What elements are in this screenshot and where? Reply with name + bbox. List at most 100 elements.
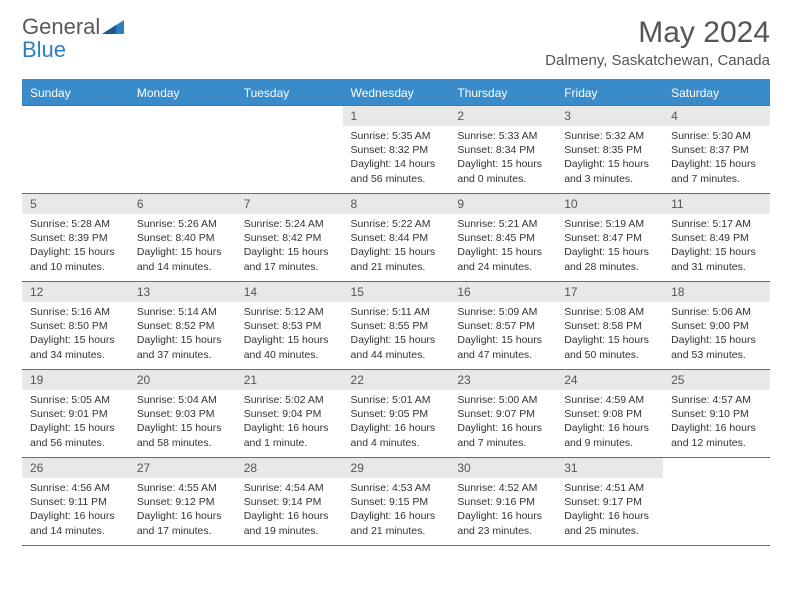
calendar-week-row: ......1Sunrise: 5:35 AMSunset: 8:32 PMDa… xyxy=(22,106,770,194)
calendar-day-cell: 21Sunrise: 5:02 AMSunset: 9:04 PMDayligh… xyxy=(236,370,343,458)
day-number: 20 xyxy=(129,370,236,390)
sunset-text: Sunset: 8:55 PM xyxy=(351,319,442,333)
day-number: 9 xyxy=(449,194,556,214)
sunset-text: Sunset: 9:05 PM xyxy=(351,407,442,421)
sunrise-text: Sunrise: 5:28 AM xyxy=(30,217,121,231)
day-number: 28 xyxy=(236,458,343,478)
sunrise-text: Sunrise: 5:19 AM xyxy=(564,217,655,231)
sunrise-text: Sunrise: 5:12 AM xyxy=(244,305,335,319)
calendar-day-cell: 14Sunrise: 5:12 AMSunset: 8:53 PMDayligh… xyxy=(236,282,343,370)
sunset-text: Sunset: 8:40 PM xyxy=(137,231,228,245)
calendar-day-cell: 25Sunrise: 4:57 AMSunset: 9:10 PMDayligh… xyxy=(663,370,770,458)
day-details: Sunrise: 5:11 AMSunset: 8:55 PMDaylight:… xyxy=(343,302,450,368)
day-details: Sunrise: 5:01 AMSunset: 9:05 PMDaylight:… xyxy=(343,390,450,456)
day-details: Sunrise: 5:21 AMSunset: 8:45 PMDaylight:… xyxy=(449,214,556,280)
day-number: 16 xyxy=(449,282,556,302)
sunset-text: Sunset: 8:45 PM xyxy=(457,231,548,245)
calendar-day-cell: 1Sunrise: 5:35 AMSunset: 8:32 PMDaylight… xyxy=(343,106,450,194)
sunrise-text: Sunrise: 5:09 AM xyxy=(457,305,548,319)
daylight-text: Daylight: 15 hours and 40 minutes. xyxy=(244,333,335,361)
sunset-text: Sunset: 9:08 PM xyxy=(564,407,655,421)
daylight-text: Daylight: 15 hours and 24 minutes. xyxy=(457,245,548,273)
daylight-text: Daylight: 15 hours and 50 minutes. xyxy=(564,333,655,361)
calendar-day-cell: 6Sunrise: 5:26 AMSunset: 8:40 PMDaylight… xyxy=(129,194,236,282)
calendar-day-cell: 3Sunrise: 5:32 AMSunset: 8:35 PMDaylight… xyxy=(556,106,663,194)
day-number: 12 xyxy=(22,282,129,302)
calendar-day-cell: 15Sunrise: 5:11 AMSunset: 8:55 PMDayligh… xyxy=(343,282,450,370)
weekday-header: Tuesday xyxy=(236,80,343,106)
calendar-day-cell: 4Sunrise: 5:30 AMSunset: 8:37 PMDaylight… xyxy=(663,106,770,194)
day-number: 2 xyxy=(449,106,556,126)
sunrise-text: Sunrise: 5:30 AM xyxy=(671,129,762,143)
day-details: Sunrise: 5:14 AMSunset: 8:52 PMDaylight:… xyxy=(129,302,236,368)
calendar-day-cell: 31Sunrise: 4:51 AMSunset: 9:17 PMDayligh… xyxy=(556,458,663,546)
sunset-text: Sunset: 9:04 PM xyxy=(244,407,335,421)
calendar-day-cell: 7Sunrise: 5:24 AMSunset: 8:42 PMDaylight… xyxy=(236,194,343,282)
sunrise-text: Sunrise: 5:32 AM xyxy=(564,129,655,143)
daylight-text: Daylight: 15 hours and 44 minutes. xyxy=(351,333,442,361)
calendar-day-cell: 30Sunrise: 4:52 AMSunset: 9:16 PMDayligh… xyxy=(449,458,556,546)
day-details: Sunrise: 5:30 AMSunset: 8:37 PMDaylight:… xyxy=(663,126,770,192)
sunrise-text: Sunrise: 4:51 AM xyxy=(564,481,655,495)
sunrise-text: Sunrise: 5:21 AM xyxy=(457,217,548,231)
location-text: Dalmeny, Saskatchewan, Canada xyxy=(545,52,770,69)
weekday-header-row: Sunday Monday Tuesday Wednesday Thursday… xyxy=(22,80,770,106)
brand-logo: General Blue xyxy=(22,16,124,62)
sunrise-text: Sunrise: 5:16 AM xyxy=(30,305,121,319)
calendar-day-cell: 9Sunrise: 5:21 AMSunset: 8:45 PMDaylight… xyxy=(449,194,556,282)
calendar-day-cell: 22Sunrise: 5:01 AMSunset: 9:05 PMDayligh… xyxy=(343,370,450,458)
daylight-text: Daylight: 15 hours and 3 minutes. xyxy=(564,157,655,185)
calendar-day-cell: 10Sunrise: 5:19 AMSunset: 8:47 PMDayligh… xyxy=(556,194,663,282)
daylight-text: Daylight: 15 hours and 28 minutes. xyxy=(564,245,655,273)
sunrise-text: Sunrise: 5:01 AM xyxy=(351,393,442,407)
day-number: 29 xyxy=(343,458,450,478)
weekday-header: Wednesday xyxy=(343,80,450,106)
calendar-week-row: 19Sunrise: 5:05 AMSunset: 9:01 PMDayligh… xyxy=(22,370,770,458)
day-details: Sunrise: 5:12 AMSunset: 8:53 PMDaylight:… xyxy=(236,302,343,368)
daylight-text: Daylight: 15 hours and 7 minutes. xyxy=(671,157,762,185)
day-details: Sunrise: 5:35 AMSunset: 8:32 PMDaylight:… xyxy=(343,126,450,192)
day-number: 30 xyxy=(449,458,556,478)
day-number: 23 xyxy=(449,370,556,390)
calendar-day-cell: 19Sunrise: 5:05 AMSunset: 9:01 PMDayligh… xyxy=(22,370,129,458)
sunrise-text: Sunrise: 5:35 AM xyxy=(351,129,442,143)
sunset-text: Sunset: 8:49 PM xyxy=(671,231,762,245)
day-details: Sunrise: 4:51 AMSunset: 9:17 PMDaylight:… xyxy=(556,478,663,544)
sunset-text: Sunset: 8:32 PM xyxy=(351,143,442,157)
sunrise-text: Sunrise: 5:22 AM xyxy=(351,217,442,231)
sunset-text: Sunset: 9:01 PM xyxy=(30,407,121,421)
day-number: 13 xyxy=(129,282,236,302)
brand-part2: Blue xyxy=(22,37,66,62)
day-number: 21 xyxy=(236,370,343,390)
calendar-day-cell: 13Sunrise: 5:14 AMSunset: 8:52 PMDayligh… xyxy=(129,282,236,370)
daylight-text: Daylight: 15 hours and 53 minutes. xyxy=(671,333,762,361)
day-number: 5 xyxy=(22,194,129,214)
day-details: Sunrise: 5:26 AMSunset: 8:40 PMDaylight:… xyxy=(129,214,236,280)
sunrise-text: Sunrise: 5:26 AM xyxy=(137,217,228,231)
sunset-text: Sunset: 8:58 PM xyxy=(564,319,655,333)
calendar-day-cell: .. xyxy=(22,106,129,194)
calendar-day-cell: .. xyxy=(663,458,770,546)
sunset-text: Sunset: 8:53 PM xyxy=(244,319,335,333)
sunrise-text: Sunrise: 5:24 AM xyxy=(244,217,335,231)
sunset-text: Sunset: 8:57 PM xyxy=(457,319,548,333)
day-details: Sunrise: 5:19 AMSunset: 8:47 PMDaylight:… xyxy=(556,214,663,280)
calendar-week-row: 5Sunrise: 5:28 AMSunset: 8:39 PMDaylight… xyxy=(22,194,770,282)
day-number: 31 xyxy=(556,458,663,478)
sunrise-text: Sunrise: 4:59 AM xyxy=(564,393,655,407)
sunset-text: Sunset: 9:12 PM xyxy=(137,495,228,509)
day-details: Sunrise: 4:53 AMSunset: 9:15 PMDaylight:… xyxy=(343,478,450,544)
daylight-text: Daylight: 16 hours and 23 minutes. xyxy=(457,509,548,537)
daylight-text: Daylight: 14 hours and 56 minutes. xyxy=(351,157,442,185)
calendar-day-cell: .. xyxy=(129,106,236,194)
daylight-text: Daylight: 15 hours and 34 minutes. xyxy=(30,333,121,361)
daylight-text: Daylight: 16 hours and 14 minutes. xyxy=(30,509,121,537)
daylight-text: Daylight: 15 hours and 21 minutes. xyxy=(351,245,442,273)
sunrise-text: Sunrise: 4:56 AM xyxy=(30,481,121,495)
day-details: Sunrise: 5:28 AMSunset: 8:39 PMDaylight:… xyxy=(22,214,129,280)
daylight-text: Daylight: 16 hours and 7 minutes. xyxy=(457,421,548,449)
day-number: 4 xyxy=(663,106,770,126)
calendar-day-cell: 8Sunrise: 5:22 AMSunset: 8:44 PMDaylight… xyxy=(343,194,450,282)
calendar-day-cell: .. xyxy=(236,106,343,194)
sunset-text: Sunset: 8:50 PM xyxy=(30,319,121,333)
